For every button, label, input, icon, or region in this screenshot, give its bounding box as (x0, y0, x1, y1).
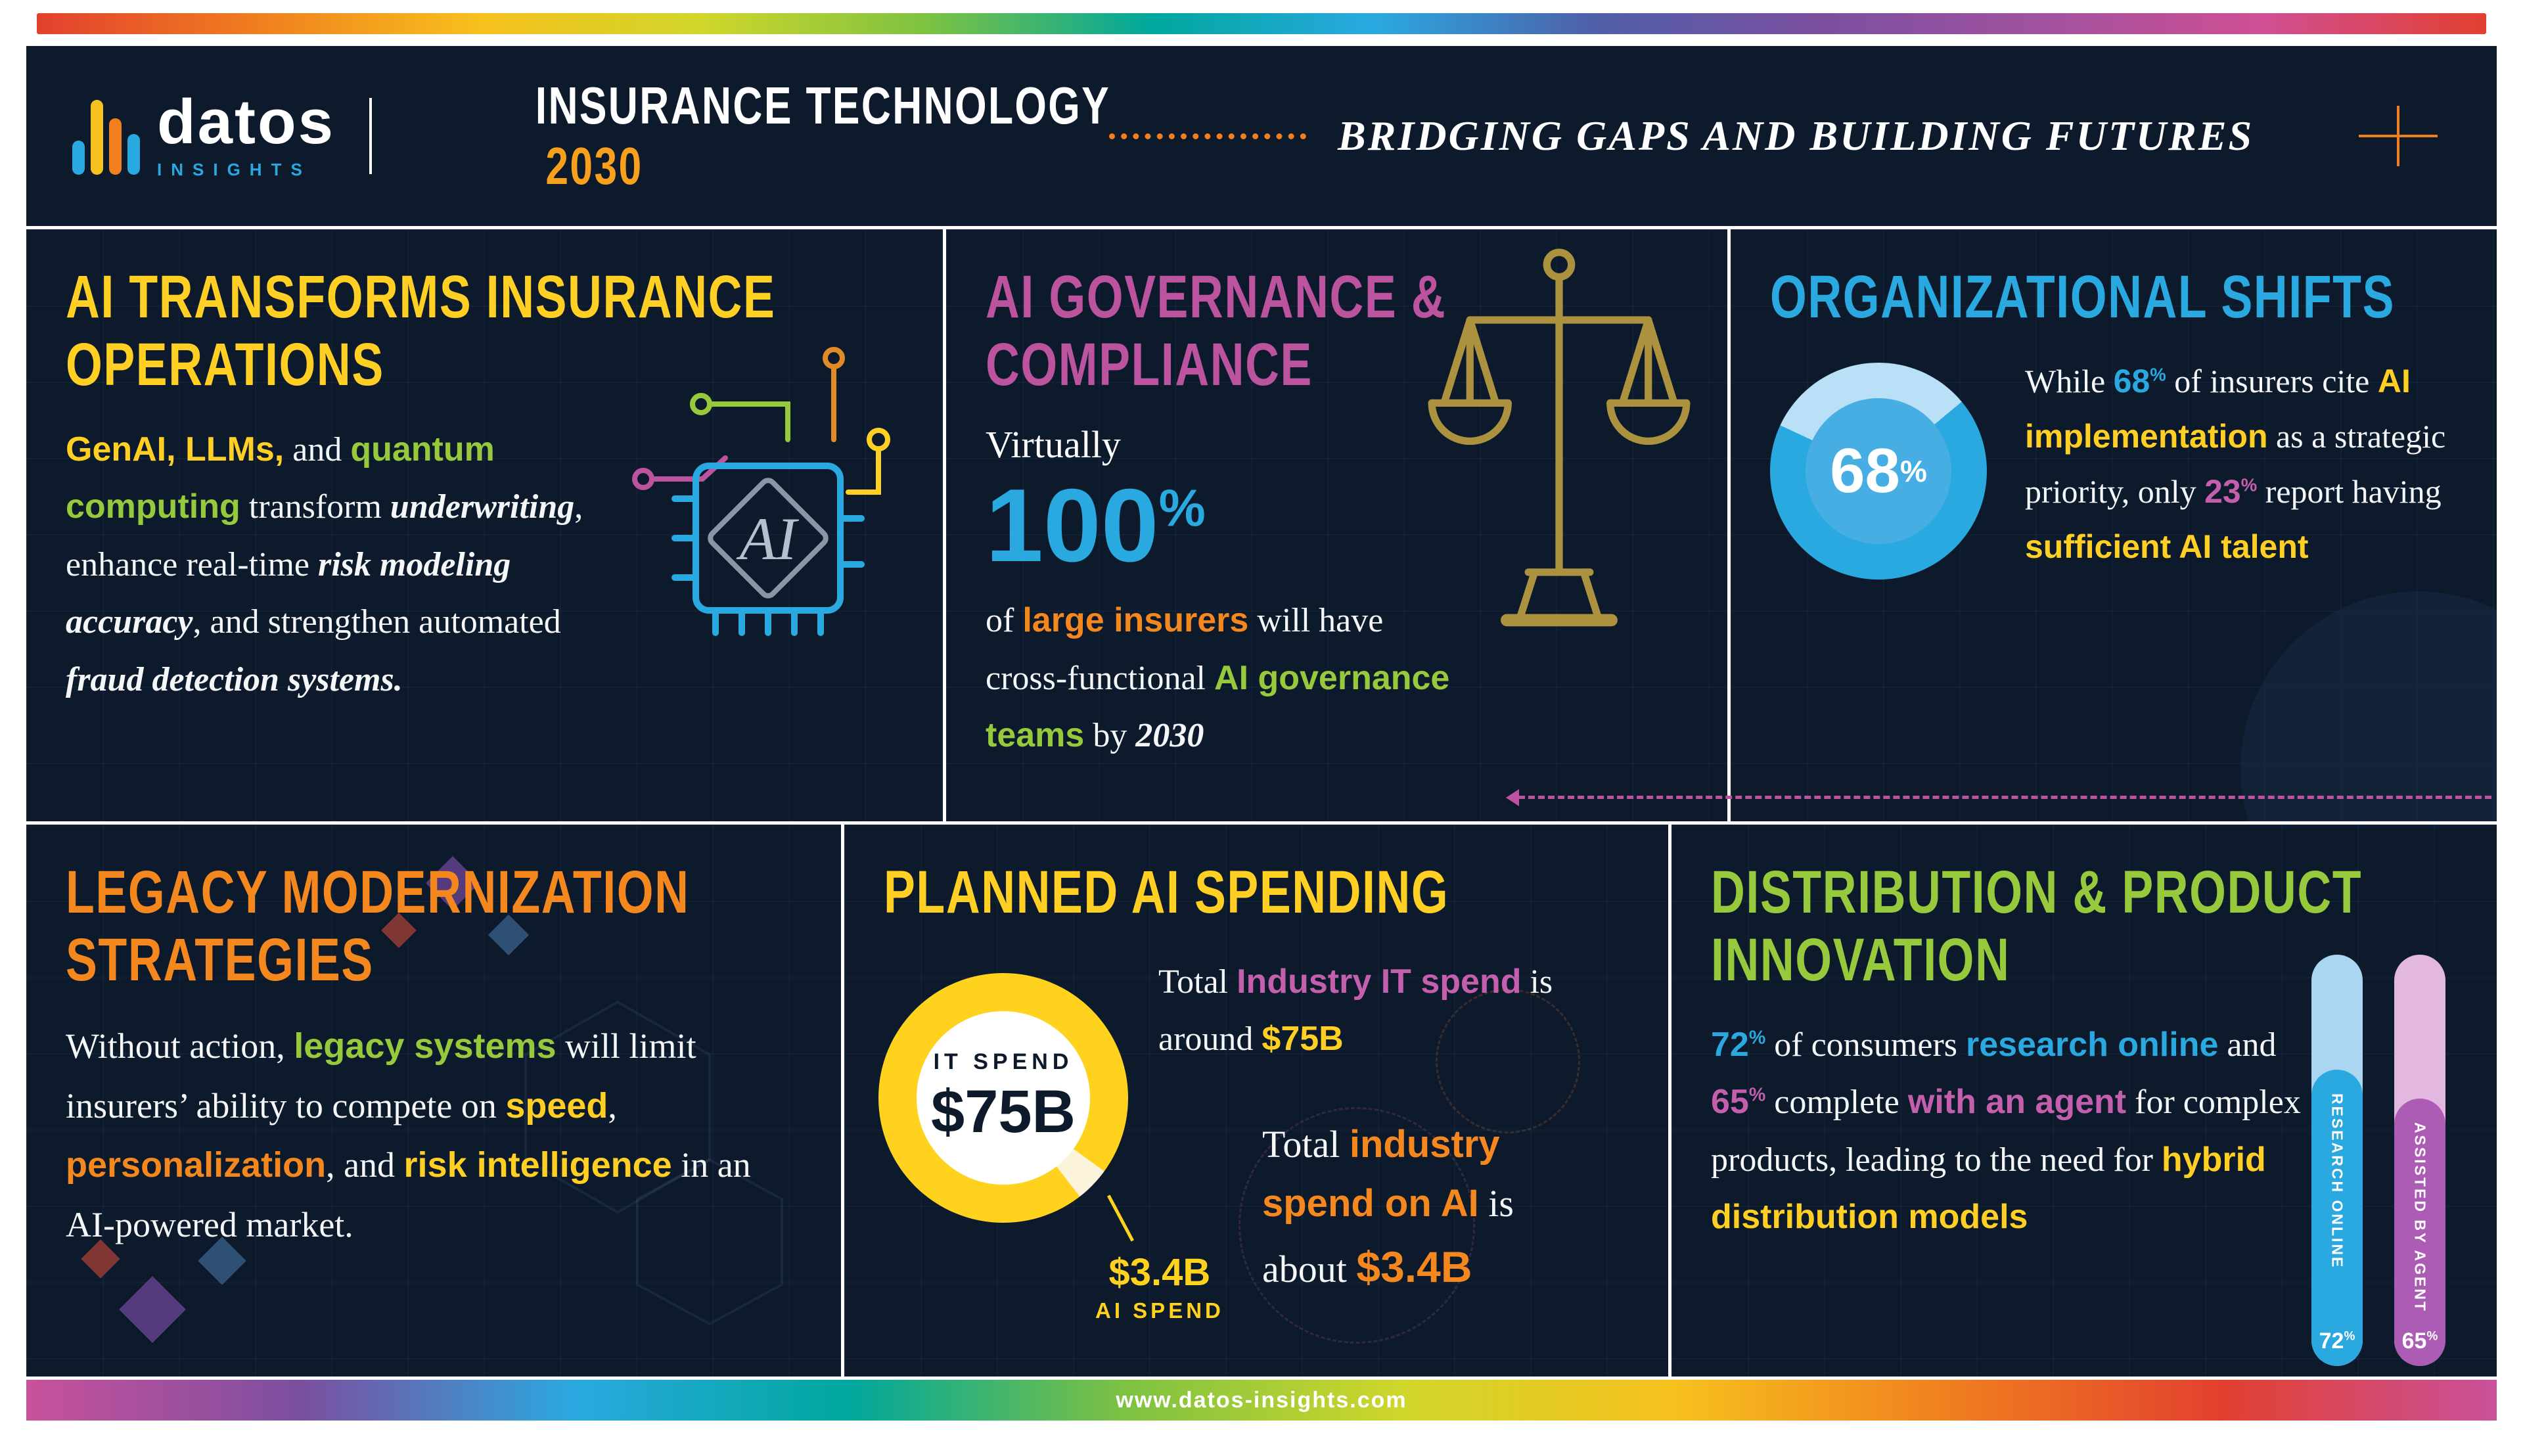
panel-distribution-product-innovation: DISTRIBUTION & PRODUCT INNOVATION 72% of… (1671, 825, 2497, 1376)
gear-decoration (1436, 988, 1580, 1133)
panel-title-governance: AI GOVERNANCE & COMPLIANCE (986, 263, 1447, 399)
header-divider (369, 98, 373, 174)
logo-bar-icon (72, 141, 85, 175)
cube-decoration (119, 1276, 186, 1343)
governance-lead: Virtually (986, 423, 1121, 466)
logo-bar-icon (91, 100, 103, 175)
org-shifts-body: While 68% of insurers cite AI implementa… (2025, 363, 2446, 566)
panel-title-org-shifts: ORGANIZATIONAL SHIFTS (1770, 263, 2396, 330)
bar-research-online: RESEARCH ONLINE 72% (2311, 954, 2363, 1366)
bar-fill: ASSISTED BY AGENT 65% (2394, 1098, 2445, 1366)
donut-center: IT SPEND $75B (917, 1011, 1090, 1185)
it-spend-donut-chart: IT SPEND $75B (878, 972, 1128, 1223)
row-top: AI TRANSFORMS INSURANCE OPERATIONS GenAI… (26, 229, 2497, 821)
infographic-board: datos INSIGHTS INSURANCE TECHNOLOGY 2030… (26, 46, 2497, 1421)
dotted-divider (1109, 133, 1307, 139)
panel-ai-transforms-operations: AI TRANSFORMS INSURANCE OPERATIONS GenAI… (26, 229, 943, 821)
page-title: INSURANCE TECHNOLOGY (535, 76, 1111, 135)
governance-stat-100pct: 100% (986, 467, 1206, 583)
svg-text:AI: AI (736, 505, 800, 572)
gear-decoration (1239, 1106, 1475, 1344)
bar-value: 72% (2319, 1329, 2355, 1354)
ai-operations-body: GenAI, LLMs, and quantum computing trans… (66, 430, 583, 698)
panel-title-distribution: DISTRIBUTION & PRODUCT INNOVATION (1711, 858, 2363, 993)
donut-center-value: $75B (931, 1078, 1076, 1145)
panel-ai-governance-compliance: AI GOVERNANCE & COMPLIANCE Virtually 100… (946, 229, 1727, 821)
org-shifts-donut-chart: 68% (1770, 363, 1987, 580)
footer-rainbow-bar: www.datos-insights.com (26, 1380, 2497, 1421)
tagline: BRIDGING GAPS AND BUILDING FUTURES (1338, 112, 2254, 159)
logo-bar-icon (127, 134, 140, 175)
panel-title-legacy: LEGACY MODERNIZATION STRATEGIES (66, 858, 690, 993)
datos-logo-icon (72, 97, 140, 175)
panel-title-ai-operations: AI TRANSFORMS INSURANCE OPERATIONS (66, 263, 776, 399)
ai-spend-value: $3.4B (1108, 1250, 1211, 1294)
crosshair-icon (2359, 97, 2438, 175)
legacy-body: Without action, legacy systems will limi… (66, 1026, 751, 1245)
donut-hole (1806, 398, 1951, 545)
spending-body-2: Total industry spend on AI is about $3.4… (1262, 1122, 1514, 1291)
bar-fill: RESEARCH ONLINE 72% (2311, 1070, 2363, 1366)
panel-organizational-shifts: ORGANIZATIONAL SHIFTS 68% While 68% of i… (1731, 229, 2497, 821)
panel-planned-ai-spending: PLANNED AI SPENDING IT SPEND $75B $3.4B … (844, 825, 1668, 1376)
ai-spend-callout: $3.4B AI SPEND (1095, 1250, 1224, 1323)
logo-name: datos (157, 86, 336, 157)
logo-text: datos INSIGHTS (157, 86, 336, 180)
ai-spend-label: AI SPEND (1095, 1298, 1224, 1323)
panel-legacy-modernization: LEGACY MODERNIZATION STRATEGIES Without … (26, 825, 841, 1376)
bar-value: 65% (2401, 1329, 2438, 1354)
dashed-arrow-connector (1506, 788, 2491, 806)
donut-center-label: IT SPEND (933, 1049, 1074, 1074)
datos-insights-logo: datos INSIGHTS (72, 86, 336, 180)
top-rainbow-bar (37, 13, 2486, 34)
ai-chip-icon: AI (632, 347, 890, 636)
donut-value-label: 68% (1830, 436, 1927, 507)
logo-subtitle: INSIGHTS (157, 160, 311, 180)
header: datos INSIGHTS INSURANCE TECHNOLOGY 2030… (26, 46, 2497, 226)
panel-title-ai-spending: PLANNED AI SPENDING (884, 858, 1449, 926)
spending-body-1: Total Industry IT spend is around $75B (1158, 962, 1553, 1058)
distribution-body: 72% of consumers research online and 65%… (1711, 1025, 2301, 1236)
scales-of-justice-icon (1428, 248, 1691, 627)
callout-line (1106, 1194, 1135, 1242)
bar-assisted-by-agent: ASSISTED BY AGENT 65% (2394, 954, 2445, 1366)
bar-label: ASSISTED BY AGENT (2411, 1122, 2429, 1313)
website-url: www.datos-insights.com (1116, 1387, 1407, 1413)
org-shifts-content: 68% While 68% of insurers cite AI implem… (1770, 353, 2457, 580)
logo-bar-icon (109, 118, 122, 175)
distribution-bar-chart: RESEARCH ONLINE 72% ASSISTED BY AGENT 65… (2311, 954, 2445, 1366)
governance-body: of large insurers will have cross-functi… (986, 601, 1450, 755)
header-title-box: INSURANCE TECHNOLOGY 2030 (406, 15, 1109, 257)
row-bottom: LEGACY MODERNIZATION STRATEGIES Without … (26, 825, 2497, 1376)
bar-label: RESEARCH ONLINE (2329, 1093, 2346, 1269)
page-title-year: 2030 (545, 137, 643, 195)
hexagon-pattern-decoration (524, 1000, 783, 1326)
